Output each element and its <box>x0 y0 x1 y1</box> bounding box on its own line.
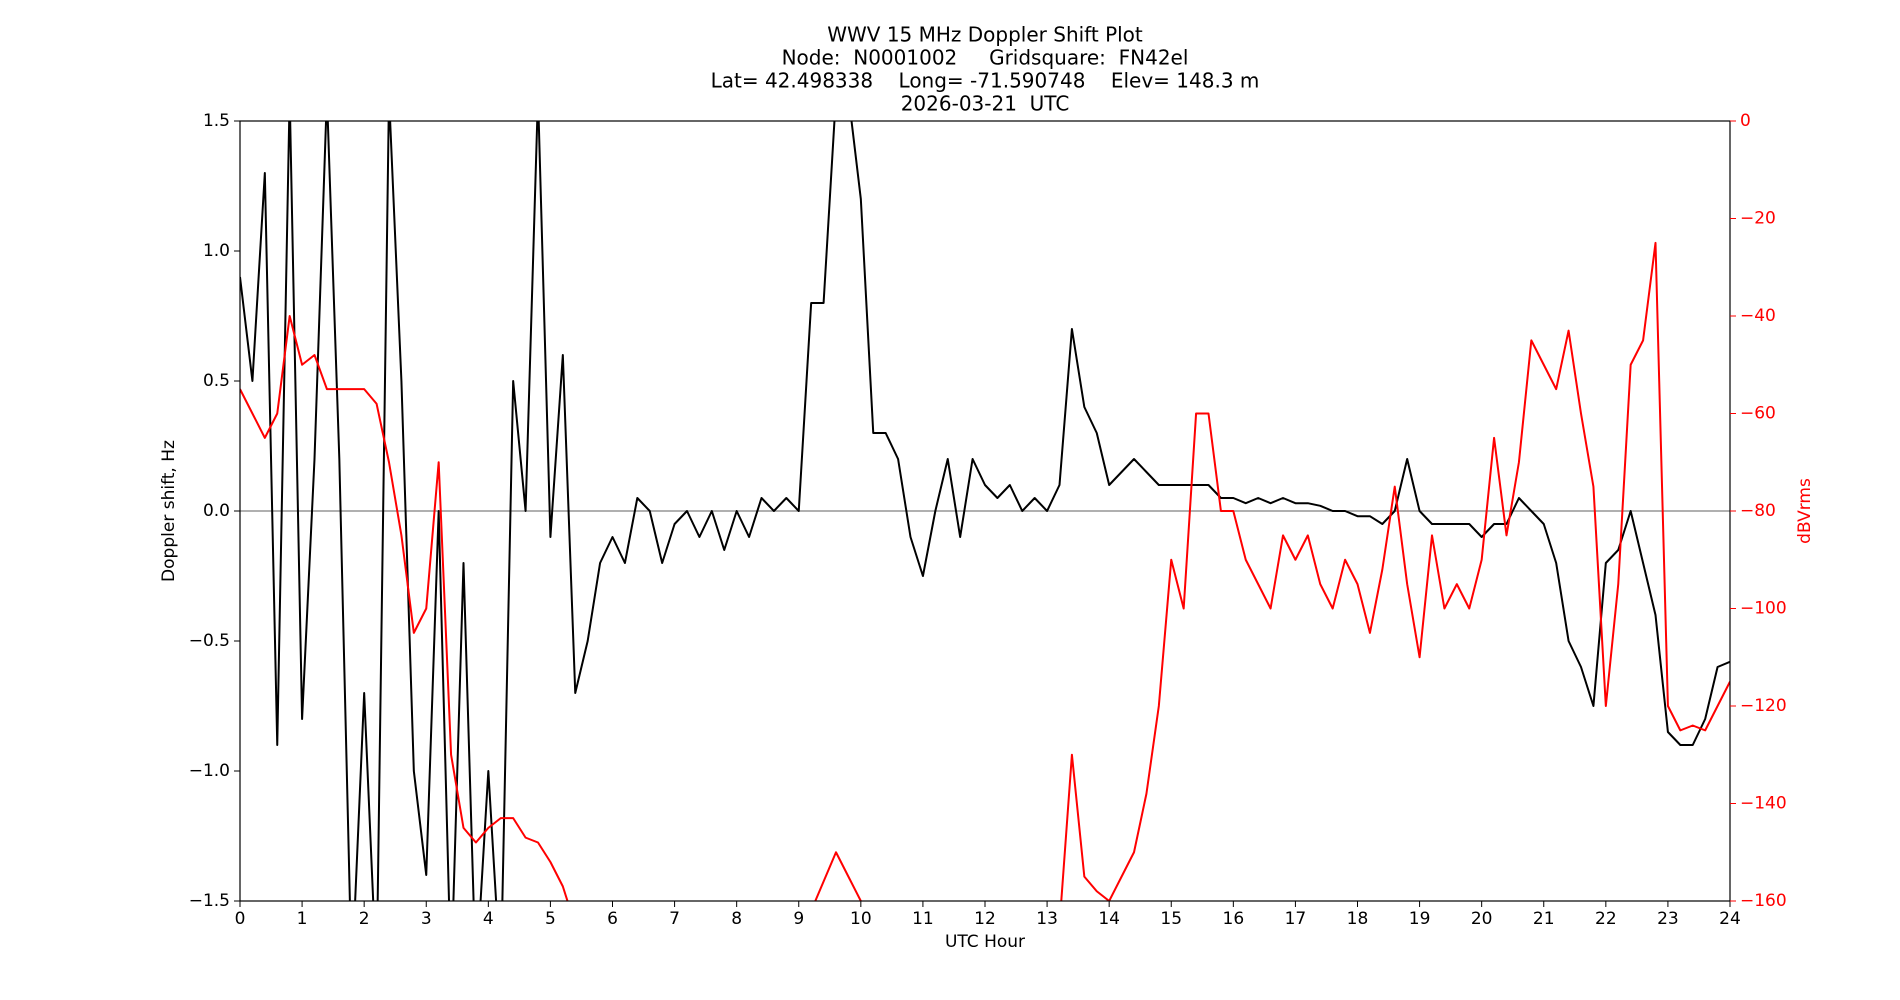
y-tick-label: 0.0 <box>203 501 230 521</box>
x-tick-label: 10 <box>850 909 872 929</box>
series-line <box>240 241 1730 901</box>
chart-subtitle: Node: N0001002 Gridsquare: FN42el <box>782 46 1189 70</box>
chart-subtitle: 2026-03-21 UTC <box>901 92 1070 116</box>
y2-tick-label: −100 <box>1740 599 1787 619</box>
x-tick-label: 13 <box>1036 909 1058 929</box>
x-tick-label: 18 <box>1347 909 1369 929</box>
x-tick-label: 9 <box>793 909 804 929</box>
x-tick-label: 4 <box>483 909 494 929</box>
series-line <box>240 121 1730 901</box>
y2-tick-label: −20 <box>1740 209 1776 229</box>
x-tick-label: 8 <box>731 909 742 929</box>
chart-title: WWV 15 MHz Doppler Shift Plot <box>827 23 1143 47</box>
x-tick-label: 21 <box>1533 909 1555 929</box>
x-tick-label: 24 <box>1719 909 1741 929</box>
x-tick-label: 5 <box>545 909 556 929</box>
x-tick-label: 11 <box>912 909 934 929</box>
y2-axis-label: dBVrms <box>1795 478 1815 544</box>
x-tick-label: 20 <box>1471 909 1493 929</box>
x-tick-label: 17 <box>1285 909 1307 929</box>
y-tick-label: 1.5 <box>203 111 230 131</box>
y-tick-label: 1.0 <box>203 241 230 261</box>
x-tick-label: 2 <box>359 909 370 929</box>
x-tick-label: 15 <box>1160 909 1182 929</box>
y-tick-label: 0.5 <box>203 371 230 391</box>
x-tick-label: 3 <box>421 909 432 929</box>
y-tick-label: −1.5 <box>189 891 230 911</box>
x-tick-label: 12 <box>974 909 996 929</box>
x-tick-label: 1 <box>297 909 308 929</box>
x-tick-label: 6 <box>607 909 618 929</box>
y2-tick-label: −80 <box>1740 501 1776 521</box>
x-tick-label: 16 <box>1223 909 1245 929</box>
y2-tick-label: −60 <box>1740 404 1776 424</box>
y2-tick-label: −140 <box>1740 794 1787 814</box>
x-tick-label: 7 <box>669 909 680 929</box>
y-tick-label: −1.0 <box>189 761 230 781</box>
x-tick-label: 19 <box>1409 909 1431 929</box>
x-tick-label: 14 <box>1098 909 1120 929</box>
y2-tick-label: −160 <box>1740 891 1787 911</box>
chart-subtitle: Lat= 42.498338 Long= -71.590748 Elev= 14… <box>711 69 1260 93</box>
y-tick-label: −0.5 <box>189 631 230 651</box>
y2-tick-label: 0 <box>1740 111 1751 131</box>
x-tick-label: 23 <box>1657 909 1679 929</box>
y-axis-label: Doppler shift, Hz <box>159 440 179 582</box>
y2-tick-label: −120 <box>1740 696 1787 716</box>
x-tick-label: 0 <box>235 909 246 929</box>
x-tick-label: 22 <box>1595 909 1617 929</box>
x-axis-label: UTC Hour <box>945 932 1025 952</box>
plot-area <box>240 121 1730 901</box>
y2-tick-label: −40 <box>1740 306 1776 326</box>
